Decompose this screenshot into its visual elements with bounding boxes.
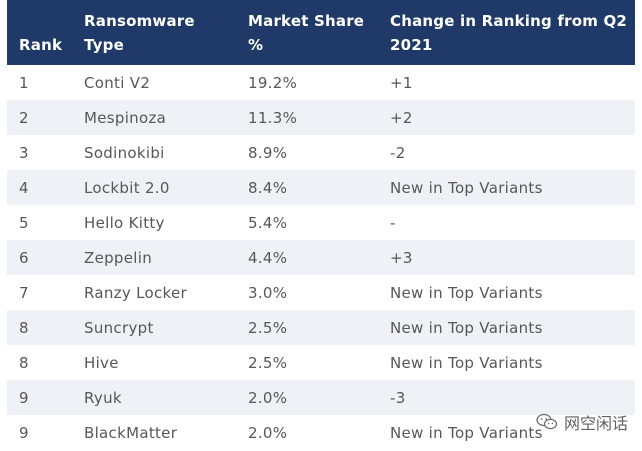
cell-type: Conti V2 (84, 73, 151, 92)
cell-type: Ranzy Locker (84, 283, 187, 302)
cell-change: +2 (390, 108, 413, 127)
cell-change: - (390, 213, 396, 232)
cell-rank: 8 (19, 318, 29, 337)
table-row: 9 Ryuk 2.0% -3 (7, 380, 635, 415)
cell-share: 2.5% (248, 353, 288, 372)
cell-rank: 1 (19, 73, 29, 92)
wechat-icon (536, 413, 558, 430)
cell-share: 8.4% (248, 178, 288, 197)
cell-type: Mespinoza (84, 108, 167, 127)
table-row: 5 Hello Kitty 5.4% - (7, 205, 635, 240)
header-change: Change in Ranking from Q2 2021 (390, 12, 628, 54)
cell-type: Suncrypt (84, 318, 154, 337)
header-share: Market Share % (248, 12, 365, 54)
cell-share: 8.9% (248, 143, 288, 162)
cell-change: New in Top Variants (390, 283, 543, 302)
table-body: 1 Conti V2 19.2% +1 2 Mespinoza 11.3% +2 3 Sodino… (7, 65, 635, 450)
cell-rank: 5 (19, 213, 29, 232)
table-row: 8 Suncrypt 2.5% New in Top Variants (7, 310, 635, 345)
cell-rank: 4 (19, 178, 29, 197)
cell-rank: 9 (19, 388, 29, 407)
ransomware-table-container: Rank Ransomware Type Market Share % Chan… (7, 0, 635, 450)
cell-type: Hive (84, 353, 119, 372)
cell-type: Sodinokibi (84, 143, 165, 162)
table-row: 7 Ranzy Locker 3.0% New in Top Variants (7, 275, 635, 310)
table-row: 6 Zeppelin 4.4% +3 (7, 240, 635, 275)
cell-rank: 6 (19, 248, 29, 267)
table-row: 1 Conti V2 19.2% +1 (7, 65, 635, 100)
cell-change: -2 (390, 143, 406, 162)
table-row: 3 Sodinokibi 8.9% -2 (7, 135, 635, 170)
cell-rank: 8 (19, 353, 29, 372)
cell-share: 2.5% (248, 318, 288, 337)
cell-type: Lockbit 2.0 (84, 178, 170, 197)
cell-change: New in Top Variants (390, 178, 543, 197)
cell-change: +3 (390, 248, 413, 267)
cell-share: 19.2% (248, 73, 298, 92)
cell-rank: 7 (19, 283, 29, 302)
cell-share: 3.0% (248, 283, 288, 302)
cell-change: New in Top Variants (390, 318, 543, 337)
header-type: Ransomware Type (84, 12, 195, 54)
cell-share: 2.0% (248, 388, 288, 407)
cell-type: Hello Kitty (84, 213, 165, 232)
table-row: 9 BlackMatter 2.0% New in Top Variants (7, 415, 635, 450)
cell-share: 2.0% (248, 423, 288, 442)
table-row: 4 Lockbit 2.0 8.4% New in Top Variants (7, 170, 635, 205)
cell-change: -3 (390, 388, 406, 407)
cell-rank: 2 (19, 108, 29, 127)
watermark: 网空闲话 (536, 408, 628, 436)
cell-change: +1 (390, 73, 413, 92)
cell-rank: 9 (19, 423, 29, 442)
cell-share: 11.3% (248, 108, 298, 127)
table-header: Rank Ransomware Type Market Share % Chan… (7, 0, 635, 65)
cell-change: New in Top Variants (390, 353, 543, 372)
ransomware-table: Rank Ransomware Type Market Share % Chan… (7, 0, 635, 450)
cell-type: Zeppelin (84, 248, 153, 267)
cell-change: New in Top Variants (390, 423, 543, 442)
table-row: 8 Hive 2.5% New in Top Variants (7, 345, 635, 380)
cell-type: Ryuk (84, 388, 122, 407)
cell-share: 5.4% (248, 213, 288, 232)
header-row: Rank Ransomware Type Market Share % Chan… (7, 0, 635, 65)
table-row: 2 Mespinoza 11.3% +2 (7, 100, 635, 135)
cell-type: BlackMatter (84, 423, 178, 442)
watermark-text: 网空闲话 (563, 414, 628, 433)
cell-rank: 3 (19, 143, 29, 162)
cell-share: 4.4% (248, 248, 288, 267)
header-rank: Rank (19, 36, 63, 54)
